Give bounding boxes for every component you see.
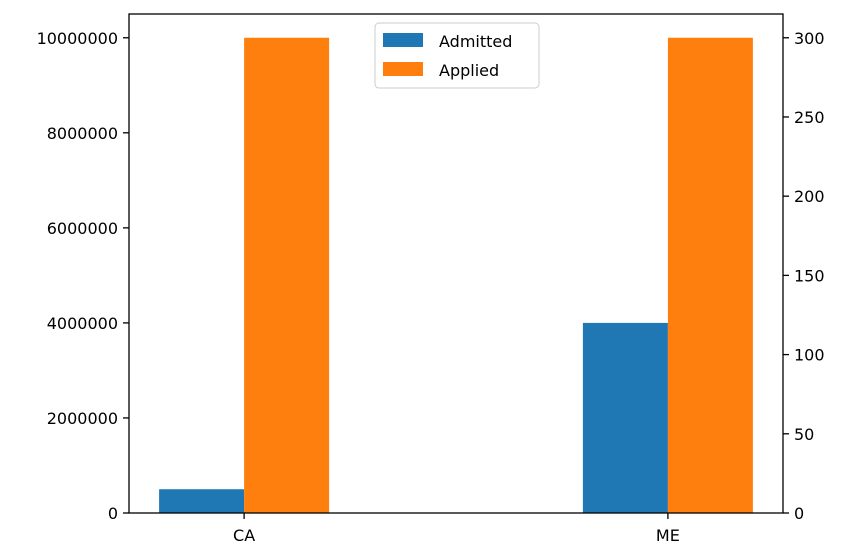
right-tick-label: 150 (794, 266, 825, 285)
bar-admitted-me (582, 322, 668, 513)
x-tick-label: CA (233, 526, 255, 545)
right-tick-label: 250 (794, 108, 825, 127)
right-tick-label: 200 (794, 187, 825, 206)
legend-label-applied: Applied (439, 61, 499, 80)
left-tick-label: 0 (108, 504, 118, 523)
axes-layer (128, 13, 784, 514)
bar-admitted-ca (159, 489, 245, 513)
right-y-axis: 0 50 100 150 200 250 300 (783, 29, 825, 523)
legend-swatch-applied (383, 62, 423, 76)
legend-swatch-admitted (383, 33, 423, 47)
left-y-axis: 0 2000000 4000000 6000000 8000000 10000000 (37, 29, 129, 523)
left-tick-label: 10000000 (37, 29, 118, 48)
bar-applied-ca (244, 37, 330, 514)
bar-applied-me (667, 37, 753, 514)
left-tick-label: 6000000 (47, 219, 118, 238)
right-tick-label: 0 (794, 504, 804, 523)
x-tick-label: ME (656, 526, 680, 545)
x-axis: CA ME (233, 513, 680, 545)
right-tick-label: 300 (794, 29, 825, 48)
right-tick-label: 50 (794, 425, 814, 444)
left-tick-label: 4000000 (47, 314, 118, 333)
plot-frame (128, 13, 784, 514)
left-tick-label: 8000000 (47, 124, 118, 143)
legend: Admitted Applied (374, 22, 540, 89)
legend-label-admitted: Admitted (439, 32, 512, 51)
bars-layer (159, 37, 753, 514)
left-tick-label: 2000000 (47, 409, 118, 428)
right-tick-label: 100 (794, 346, 825, 365)
